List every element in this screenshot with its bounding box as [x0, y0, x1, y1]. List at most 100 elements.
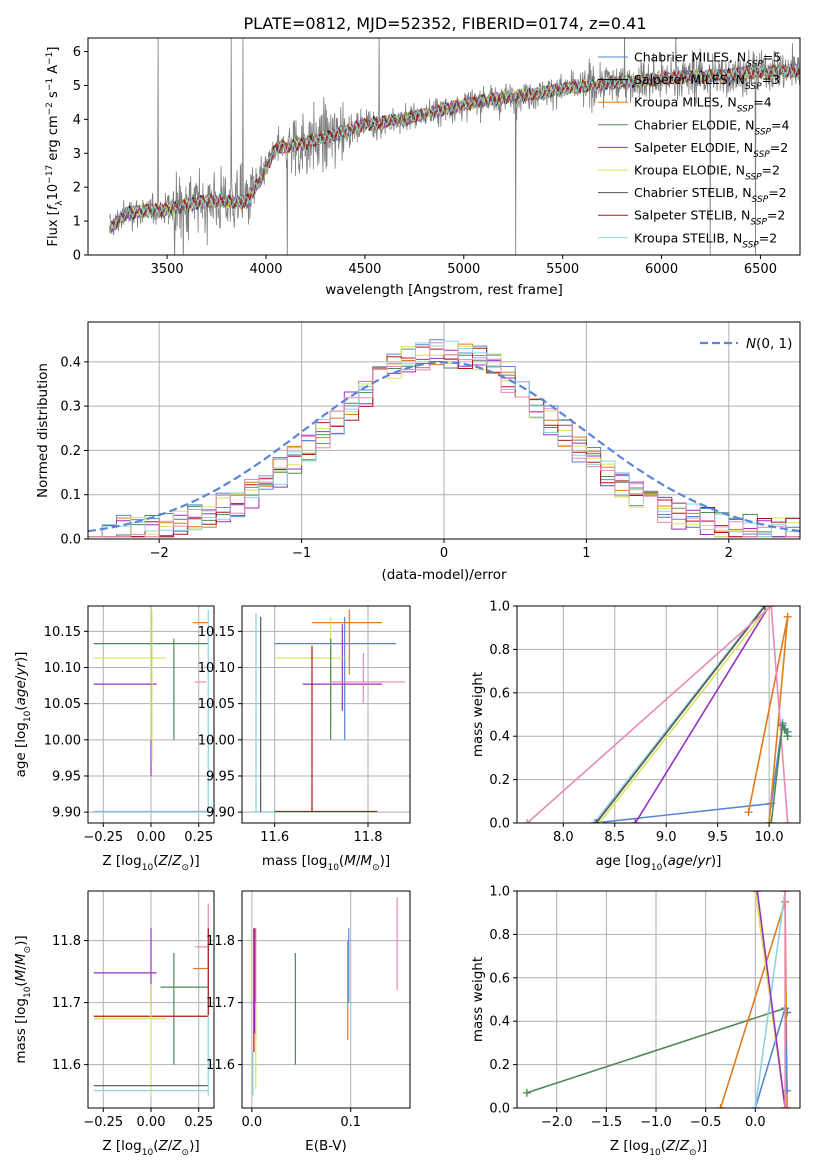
y-axis-label: mass weight [470, 672, 486, 757]
y-tick-label: 11.7 [52, 996, 81, 1011]
mass-weight-line [598, 606, 770, 823]
x-tick-label: −2 [150, 546, 169, 561]
plus-marker [590, 819, 599, 823]
y-tick-label: 11.8 [206, 934, 235, 949]
y-tick-label: 10.00 [44, 733, 81, 748]
y-tick-label: 11.6 [206, 1058, 235, 1073]
x-tick-label: −0.5 [690, 1115, 722, 1130]
x-tick-label: 1 [582, 546, 590, 561]
legend-label: Chabrier ELODIE, NSSP=4 [634, 117, 789, 137]
y-axis-label: age [log10(age/yr)] [13, 652, 33, 778]
mass-vs-metallicity-panel: −0.25 0.00 0.25 11.6 11.7 11.8 Z [log10(Z/Z⊙)]… [13, 890, 215, 1158]
residual-histogram [88, 342, 800, 538]
y-tick-label: 1.0 [489, 600, 510, 615]
y-tick-label: 10.05 [198, 697, 235, 712]
y-tick-label: 9.90 [206, 806, 235, 821]
y-tick-label: 4 [73, 113, 81, 128]
histogram-lines [88, 339, 800, 538]
x-axis-label: (data-model)/error [381, 567, 507, 583]
mass-vs-extinction-panel: 0.0 0.1 11.6 11.7 11.8 E(B-V) [206, 890, 411, 1154]
plus-marker [783, 612, 792, 621]
y-tick-label: 0.8 [489, 643, 510, 658]
y-tick-label: 10.05 [44, 697, 81, 712]
x-tick-label: 0.25 [184, 1115, 213, 1130]
y-tick-label: 5 [73, 79, 81, 94]
weight-lines [523, 606, 792, 823]
y-tick-label: 10.15 [198, 625, 235, 640]
x-tick-label: 6000 [645, 262, 678, 277]
x-tick-label: 6500 [744, 262, 777, 277]
y-axis-label: Flux [fλ10−17 erg cm−2 s−1 A−1] [45, 47, 65, 247]
x-tick-label: 0.25 [184, 830, 213, 845]
spectrum-lines [109, 38, 800, 255]
plus-marker [761, 606, 770, 610]
plus-marker [522, 1088, 531, 1097]
plus-marker [767, 606, 776, 610]
y-tick-label: 10.10 [44, 661, 81, 676]
plus-marker [783, 1104, 792, 1108]
plus-marker [759, 606, 768, 610]
y-tick-label: 11.8 [52, 934, 81, 949]
plus-marker [753, 891, 762, 895]
mass-weight-line [719, 901, 788, 1108]
plus-marker [631, 819, 640, 823]
plus-marker [783, 1086, 792, 1095]
axes-frame [87, 890, 215, 1109]
x-axis-label: Z [log10(Z/Z⊙)] [610, 1138, 707, 1158]
plus-marker [781, 891, 790, 895]
y-tick-label: 2 [73, 181, 81, 196]
plus-marker [780, 725, 789, 734]
y-tick-label: 0.1 [60, 488, 81, 503]
y-tick-label: 9.90 [52, 806, 81, 821]
legend-label: Chabrier STELIB, NSSP=2 [634, 185, 787, 205]
axes-frame [87, 37, 801, 256]
x-tick-label: 5000 [447, 262, 480, 277]
x-tick-label: 0.0 [242, 1115, 263, 1130]
x-tick-label: 4500 [348, 262, 381, 277]
mass-weight-line [595, 606, 766, 823]
weight-lines [522, 891, 792, 1108]
residuals-panel: −2 −1 0 1 2 0.0 0.1 0.2 0.3 0.4 N(0, 1) (data-model… [35, 321, 801, 583]
x-tick-label: 2 [725, 546, 733, 561]
normal-curve [88, 361, 800, 533]
legend-label: Kroupa STELIB, NSSP=2 [634, 230, 777, 250]
x-tick-label: 11.8 [354, 830, 383, 845]
plus-marker [592, 819, 601, 823]
x-tick-label: 8.0 [553, 830, 574, 845]
y-tick-label: 0 [73, 249, 81, 264]
y-tick-label: 6 [73, 45, 81, 60]
plus-marker [783, 819, 792, 823]
y-tick-label: 0.2 [489, 773, 510, 788]
plus-marker [716, 1104, 725, 1108]
plus-marker [523, 819, 532, 823]
x-axis-label: mass [log10(M/M⊙)] [262, 853, 390, 873]
y-tick-label: 0.2 [60, 444, 81, 459]
legend-label: Salpeter STELIB, NSSP=2 [634, 208, 785, 228]
y-axis-label: Normed distribution [35, 363, 51, 498]
plus-marker [595, 819, 604, 823]
plus-marker [781, 1104, 790, 1108]
y-tick-label: 0.0 [489, 817, 510, 832]
x-axis-label: Z [log10(Z/Z⊙)] [102, 1138, 199, 1158]
error-bars [252, 897, 398, 1096]
age-vs-metallicity-panel: −0.25 0.00 0.25 9.90 9.95 10.00 10.05 10.10 10.1… [13, 605, 215, 873]
age-mass-weight-panel: 8.0 8.5 9.0 9.5 10.0 0.0 0.2 0.4 0.6 0.8 1.0 age [l… [470, 600, 801, 873]
x-tick-label: −2.0 [541, 1115, 573, 1130]
x-axis-label: Z [log10(Z/Z⊙)] [102, 853, 199, 873]
y-tick-label: 0.8 [489, 928, 510, 943]
error-bars [93, 609, 209, 813]
x-tick-label: 10.0 [755, 830, 784, 845]
figure-title: PLATE=0812, MJD=52352, FIBERID=0174, z=0… [243, 14, 646, 33]
x-axis-label: age [log10(age/yr)] [596, 853, 722, 873]
y-axis-label: mass weight [470, 957, 486, 1042]
legend-label: Chabrier MILES, NSSP=5 [634, 50, 781, 70]
axes-frame [241, 890, 411, 1109]
axes-frame [516, 890, 801, 1109]
y-tick-label: 0.0 [60, 533, 81, 548]
mass-weight-line [526, 606, 789, 823]
y-axis-label: mass [log10(M/M⊙)] [13, 935, 33, 1063]
y-tick-label: 10.15 [44, 625, 81, 640]
plus-marker [765, 819, 774, 823]
y-tick-label: 11.6 [52, 1058, 81, 1073]
